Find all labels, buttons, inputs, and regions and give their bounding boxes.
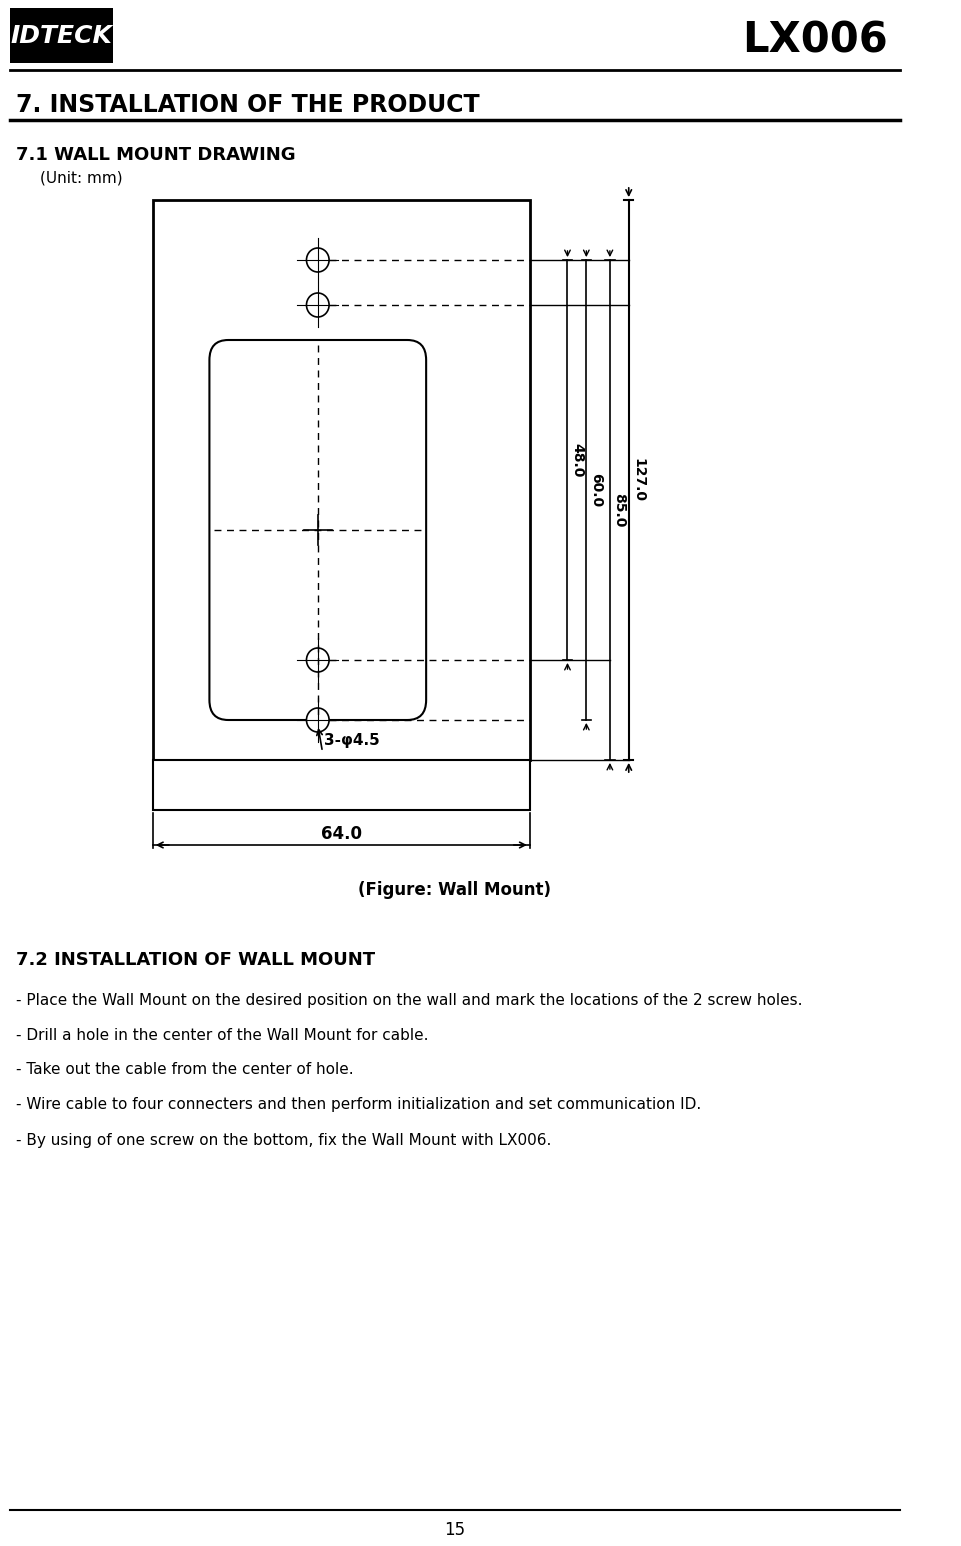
Text: IDTECK: IDTECK [11, 23, 112, 48]
Circle shape [307, 247, 329, 272]
Text: 85.0: 85.0 [612, 493, 627, 527]
Text: (Unit: mm): (Unit: mm) [39, 170, 122, 186]
FancyBboxPatch shape [209, 340, 426, 720]
Text: 7.2 INSTALLATION OF WALL MOUNT: 7.2 INSTALLATION OF WALL MOUNT [16, 951, 376, 969]
Circle shape [307, 648, 329, 673]
Text: 7.1 WALL MOUNT DRAWING: 7.1 WALL MOUNT DRAWING [16, 145, 296, 164]
Text: 7. INSTALLATION OF THE PRODUCT: 7. INSTALLATION OF THE PRODUCT [16, 93, 480, 117]
Text: - Drill a hole in the center of the Wall Mount for cable.: - Drill a hole in the center of the Wall… [16, 1028, 429, 1042]
Text: - By using of one screw on the bottom, fix the Wall Mount with LX006.: - By using of one screw on the bottom, f… [16, 1133, 552, 1147]
Bar [153, 761, 530, 810]
Bar [153, 199, 530, 761]
Text: - Wire cable to four connecters and then perform initialization and set communic: - Wire cable to four connecters and then… [16, 1098, 702, 1113]
Circle shape [307, 708, 329, 731]
Text: 3-φ4.5: 3-φ4.5 [325, 733, 381, 748]
Circle shape [307, 294, 329, 317]
Text: 48.0: 48.0 [570, 442, 584, 478]
Text: (Figure: Wall Mount): (Figure: Wall Mount) [357, 881, 551, 900]
Text: 64.0: 64.0 [321, 826, 362, 843]
Text: 15: 15 [444, 1521, 465, 1538]
Text: - Take out the cable from the center of hole.: - Take out the cable from the center of … [16, 1062, 354, 1078]
FancyBboxPatch shape [10, 8, 113, 63]
Text: 127.0: 127.0 [631, 458, 645, 502]
Text: - Place the Wall Mount on the desired position on the wall and mark the location: - Place the Wall Mount on the desired po… [16, 993, 802, 1008]
Text: 60.0: 60.0 [589, 473, 603, 507]
Text: LX006: LX006 [742, 19, 888, 60]
